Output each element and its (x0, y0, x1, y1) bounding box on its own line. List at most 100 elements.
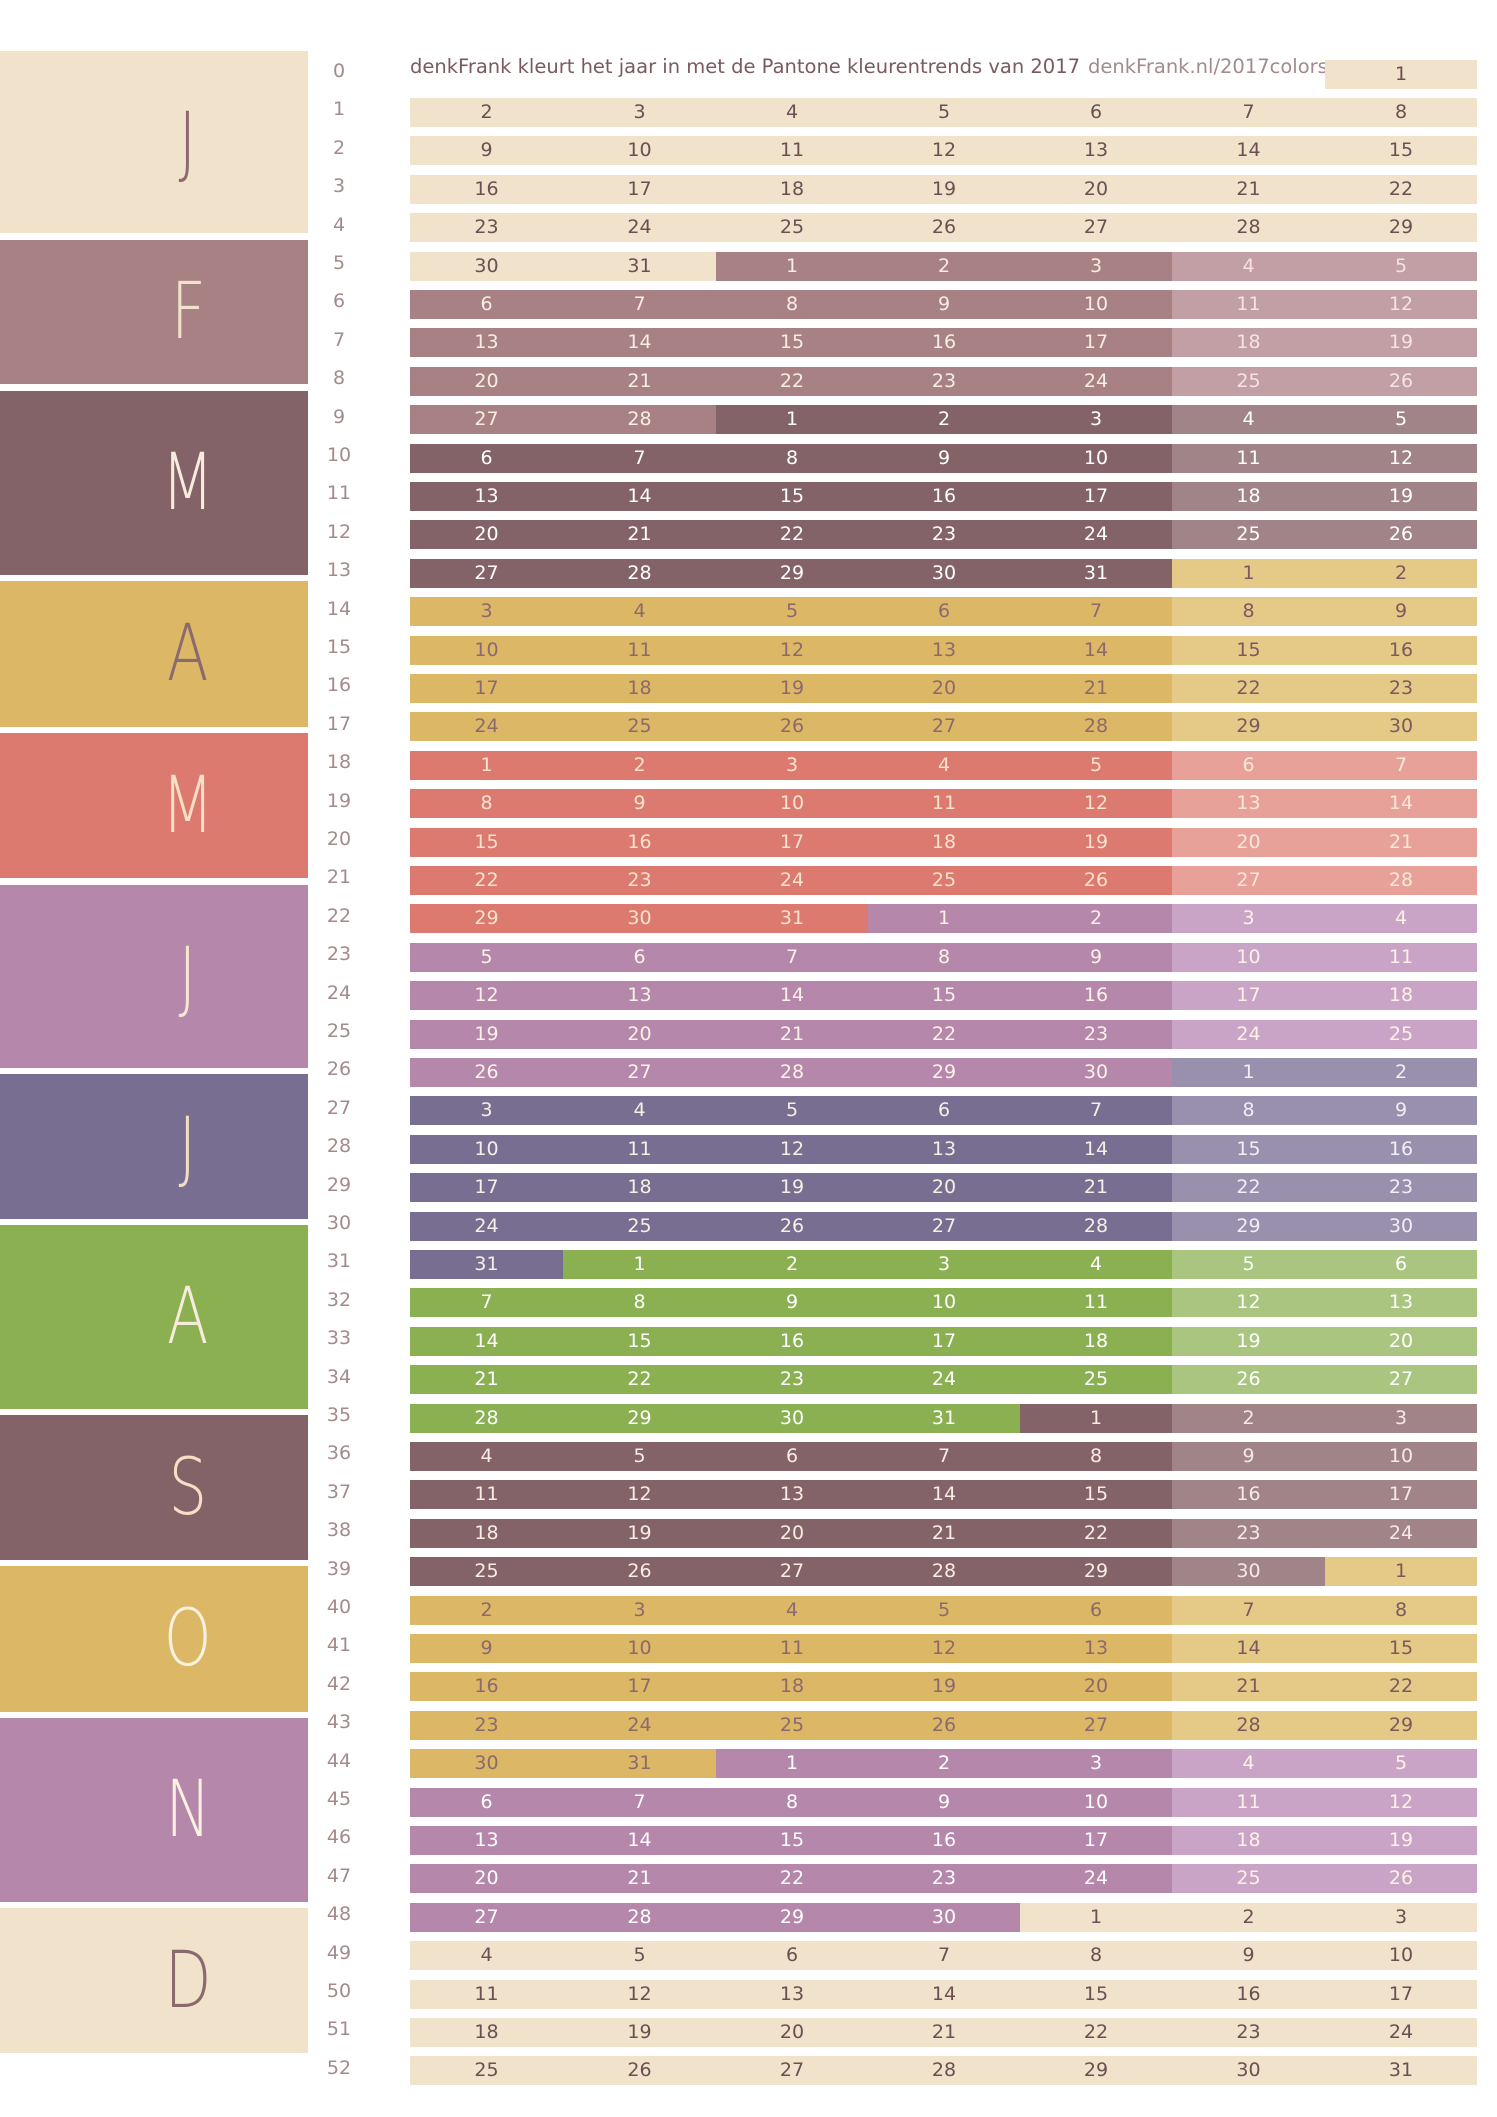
week-number: 16 (326, 674, 352, 697)
day-cell: 22 (716, 366, 868, 396)
day-cell: 23 (716, 1365, 868, 1395)
day-cell: 10 (1020, 289, 1172, 319)
day-cell: 5 (868, 1595, 1020, 1625)
day-cell: 22 (868, 1019, 1020, 1049)
day-cell: 4 (716, 97, 868, 127)
day-cell: 3 (410, 597, 563, 627)
day-cell: 11 (563, 635, 716, 665)
week-number: 28 (326, 1135, 352, 1158)
day-cell: 20 (1020, 1672, 1172, 1702)
weekend-day-cell: 13 (1172, 789, 1325, 819)
week-number: 10 (326, 444, 352, 466)
week-number: 18 (326, 751, 352, 774)
day-cell: 5 (1020, 750, 1172, 780)
day-cell: 16 (410, 174, 563, 204)
weekend-day-cell: 29 (1172, 712, 1325, 742)
weekend-day-cell: 4 (1172, 405, 1325, 435)
day-cell: 28 (1020, 712, 1172, 742)
day-cell: 22 (716, 1864, 868, 1894)
day-cell: 10 (868, 1288, 1020, 1318)
day-cell: 6 (563, 942, 716, 972)
weekend-day-cell: 6 (1172, 750, 1325, 780)
day-cell: 30 (1020, 1057, 1172, 1087)
month-letter: S (168, 1442, 208, 1533)
day-cell: 30 (868, 1902, 1020, 1932)
week-number: 32 (326, 1288, 352, 1311)
day-cell: 20 (716, 2017, 868, 2047)
day-cell: 23 (410, 1710, 563, 1740)
day-cell: 27 (868, 1211, 1020, 1241)
week-number: 46 (326, 1826, 352, 1849)
day-cell: 28 (868, 1557, 1020, 1587)
day-cell: 29 (563, 1403, 716, 1433)
day-cell: 8 (716, 443, 868, 473)
weekend-day-cell: 28 (1325, 865, 1477, 895)
day-cell: 17 (1020, 1825, 1172, 1855)
day-cell: 21 (1020, 1173, 1172, 1203)
day-cell: 4 (410, 1941, 563, 1971)
day-cell: 9 (410, 136, 563, 166)
weekend-day-cell: 2 (1172, 1902, 1325, 1932)
day-cell: 5 (868, 97, 1020, 127)
week-number: 1 (332, 98, 346, 121)
month-letter: F (170, 267, 206, 357)
weekend-day-cell: 3 (1325, 1403, 1477, 1433)
weekend-day-cell: 5 (1325, 251, 1477, 281)
week-number: 27 (326, 1096, 352, 1119)
day-cell: 5 (563, 1941, 716, 1971)
day-cell: 1 (716, 1749, 868, 1779)
weekend-day-cell: 5 (1172, 1249, 1325, 1279)
weekend-day-cell: 14 (1172, 136, 1325, 166)
weekend-day-cell: 8 (1172, 597, 1325, 627)
calendar-title: denkFrank kleurt het jaar in met de Pant… (410, 52, 1328, 82)
day-cell: 26 (716, 712, 868, 742)
day-cell: 10 (563, 136, 716, 166)
week-number: 26 (326, 1058, 352, 1081)
month-block: F (0, 240, 308, 384)
week-number: 31 (326, 1250, 352, 1273)
weekend-day-cell: 16 (1325, 1134, 1477, 1164)
day-cell: 4 (868, 750, 1020, 780)
weekend-day-cell: 30 (1172, 2056, 1325, 2086)
weekend-day-cell: 7 (1325, 750, 1477, 780)
weekend-day-cell: 24 (1325, 2017, 1477, 2047)
day-cell: 27 (410, 405, 563, 435)
day-cell: 6 (410, 1787, 563, 1817)
weekend-day-cell: 28 (1172, 1710, 1325, 1740)
week-number: 44 (326, 1749, 352, 1772)
day-cell: 9 (410, 1633, 563, 1663)
weekend-day-cell: 19 (1325, 328, 1477, 358)
day-cell: 3 (1020, 405, 1172, 435)
day-cell: 14 (868, 1979, 1020, 2009)
day-cell: 22 (1020, 1518, 1172, 1548)
weekend-day-cell: 11 (1172, 289, 1325, 319)
day-cell: 18 (716, 174, 868, 204)
weekend-day-cell: 19 (1325, 481, 1477, 511)
month-letter: M (161, 438, 215, 528)
day-cell: 21 (410, 1365, 563, 1395)
day-cell: 6 (716, 1941, 868, 1971)
day-cell: 7 (563, 443, 716, 473)
day-cell: 7 (716, 942, 868, 972)
weekend-day-cell: 7 (1172, 97, 1325, 127)
day-cell: 14 (1020, 1134, 1172, 1164)
weekend-day-cell: 15 (1172, 1134, 1325, 1164)
week-number: 13 (326, 559, 352, 582)
month-letter: A (167, 609, 209, 699)
weekend-day-cell: 15 (1172, 635, 1325, 665)
day-cell: 17 (716, 827, 868, 857)
day-cell: 13 (716, 1979, 868, 2009)
day-cell: 19 (868, 1672, 1020, 1702)
day-cell: 24 (410, 1211, 563, 1241)
day-cell: 31 (563, 1749, 716, 1779)
day-cell: 21 (716, 1019, 868, 1049)
day-cell: 3 (1020, 251, 1172, 281)
day-cell: 18 (563, 1173, 716, 1203)
day-cell: 14 (868, 1480, 1020, 1510)
day-cell: 15 (716, 1825, 868, 1855)
day-cell: 7 (1020, 1096, 1172, 1126)
week-number: 17 (326, 712, 352, 735)
day-cell: 11 (410, 1480, 563, 1510)
day-cell: 7 (1020, 597, 1172, 627)
weekend-day-cell: 21 (1172, 174, 1325, 204)
